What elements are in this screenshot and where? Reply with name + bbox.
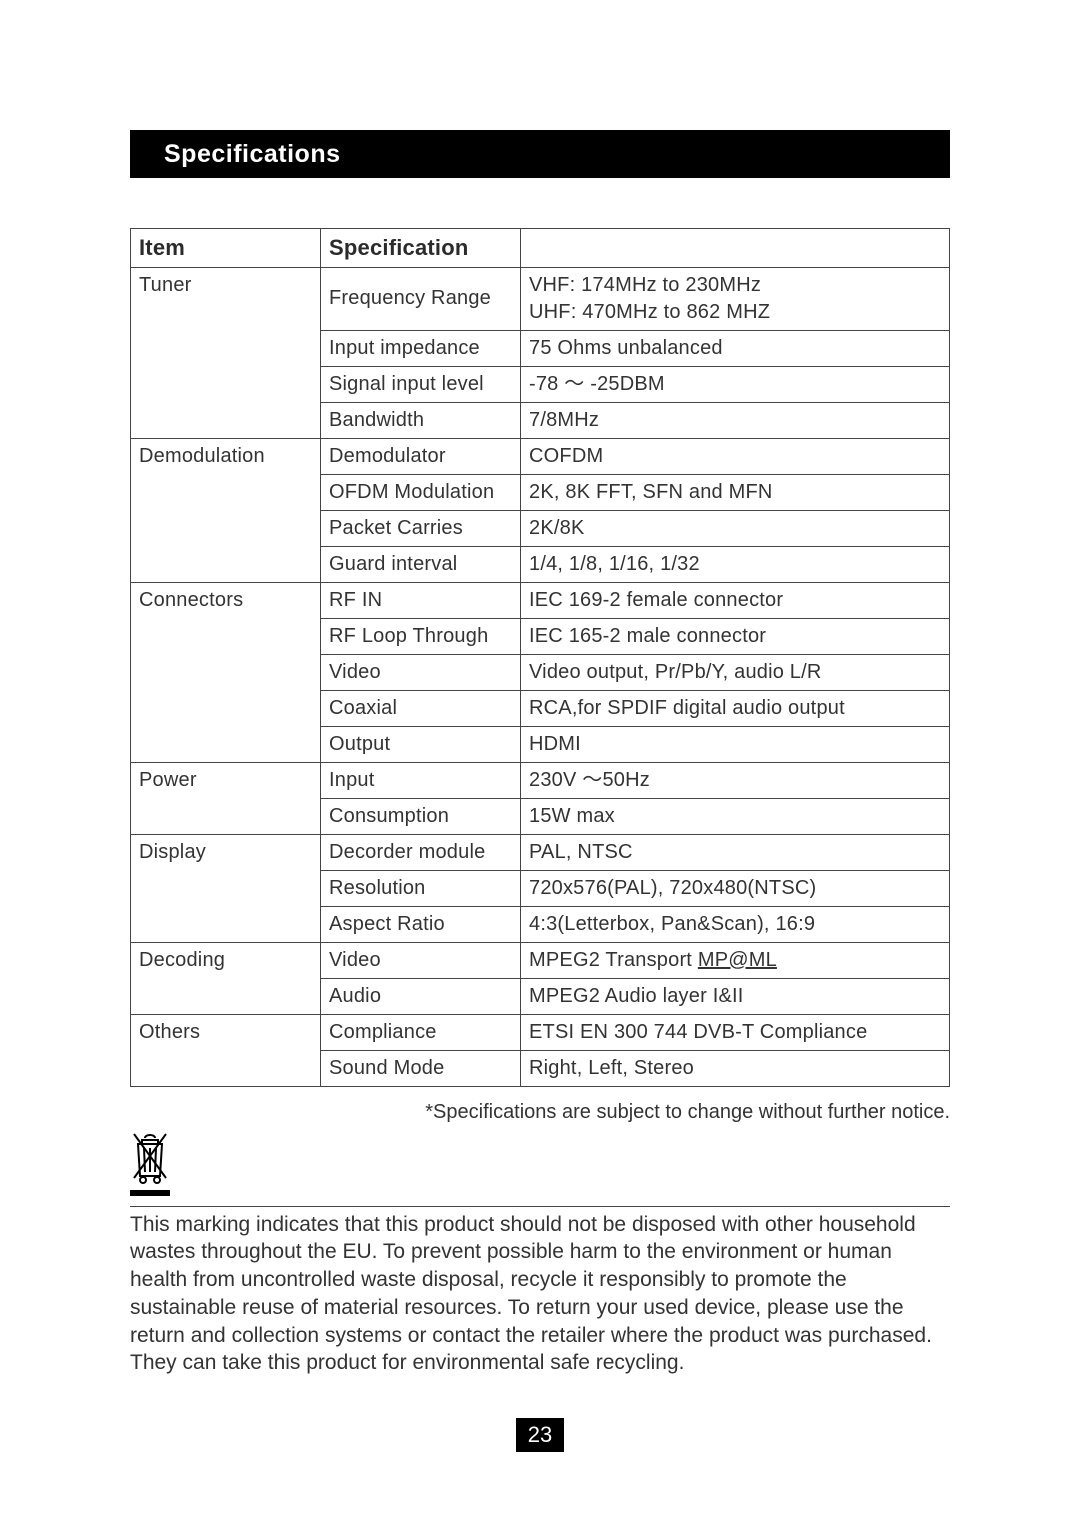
table-row: DisplayDecorder modulePAL, NTSC [131, 834, 950, 870]
cell-value: IEC 169-2 female connector [521, 582, 950, 618]
cell-value: PAL, NTSC [521, 834, 950, 870]
table-row: OthersComplianceETSI EN 300 744 DVB-T Co… [131, 1014, 950, 1050]
table-row: ConnectorsRF INIEC 169-2 female connecto… [131, 582, 950, 618]
section-title: Specifications [164, 140, 341, 169]
cell-spec: Demodulator [321, 438, 521, 474]
cell-item: Display [131, 834, 321, 942]
cell-spec: RF IN [321, 582, 521, 618]
table-header-row: Item Specification [131, 229, 950, 268]
weee-underline [130, 1190, 170, 1196]
cell-spec: Video [321, 942, 521, 978]
cell-value: 720x576(PAL), 720x480(NTSC) [521, 870, 950, 906]
weee-block: This marking indicates that this product… [130, 1130, 950, 1377]
cell-value: 4:3(Letterbox, Pan&Scan), 16:9 [521, 906, 950, 942]
cell-spec: Output [321, 726, 521, 762]
cell-value: ETSI EN 300 744 DVB-T Compliance [521, 1014, 950, 1050]
cell-value: Right, Left, Stereo [521, 1050, 950, 1086]
cell-value: 1/4, 1/8, 1/16, 1/32 [521, 546, 950, 582]
page-number-wrap: 23 [0, 1418, 1080, 1452]
cell-item: Connectors [131, 582, 321, 762]
weee-bin-icon [130, 1130, 170, 1186]
cell-spec: Aspect Ratio [321, 906, 521, 942]
cell-value: 2K/8K [521, 510, 950, 546]
cell-value: MPEG2 Transport MP@ML [521, 942, 950, 978]
page: Specifications Item Specification TunerF… [0, 0, 1080, 1532]
cell-value: 7/8MHz [521, 402, 950, 438]
col-header-spec: Specification [321, 229, 521, 268]
col-header-item: Item [131, 229, 321, 268]
cell-value: COFDM [521, 438, 950, 474]
cell-value: MPEG2 Audio layer I&II [521, 978, 950, 1014]
cell-spec: Input [321, 762, 521, 798]
cell-value: IEC 165-2 male connector [521, 618, 950, 654]
specifications-table: Item Specification TunerFrequency RangeV… [130, 228, 950, 1087]
cell-spec: Input impedance [321, 330, 521, 366]
cell-spec: Audio [321, 978, 521, 1014]
cell-value: HDMI [521, 726, 950, 762]
cell-spec: Resolution [321, 870, 521, 906]
cell-value: -78 ～ -25DBM [521, 366, 950, 402]
cell-spec: Decorder module [321, 834, 521, 870]
cell-value: Video output, Pr/Pb/Y, audio L/R [521, 654, 950, 690]
cell-spec: Signal input level [321, 366, 521, 402]
page-number: 23 [516, 1418, 564, 1452]
cell-spec: Packet Carries [321, 510, 521, 546]
col-header-blank [521, 229, 950, 268]
table-row: PowerInput230V ～50Hz [131, 762, 950, 798]
table-row: TunerFrequency RangeVHF: 174MHz to 230MH… [131, 267, 950, 330]
cell-item: Decoding [131, 942, 321, 1014]
cell-spec: Coaxial [321, 690, 521, 726]
cell-spec: Consumption [321, 798, 521, 834]
cell-spec: RF Loop Through [321, 618, 521, 654]
cell-spec: Frequency Range [321, 267, 521, 330]
cell-value: 230V ～50Hz [521, 762, 950, 798]
cell-value: RCA,for SPDIF digital audio output [521, 690, 950, 726]
cell-item: Tuner [131, 267, 321, 438]
table-row: DecodingVideoMPEG2 Transport MP@ML [131, 942, 950, 978]
weee-text: This marking indicates that this product… [130, 1206, 950, 1377]
cell-spec: OFDM Modulation [321, 474, 521, 510]
cell-item: Others [131, 1014, 321, 1086]
cell-value: 15W max [521, 798, 950, 834]
cell-value: 2K, 8K FFT, SFN and MFN [521, 474, 950, 510]
cell-item: Power [131, 762, 321, 834]
cell-spec: Sound Mode [321, 1050, 521, 1086]
table-row: DemodulationDemodulatorCOFDM [131, 438, 950, 474]
cell-spec: Guard interval [321, 546, 521, 582]
cell-spec: Bandwidth [321, 402, 521, 438]
cell-value: VHF: 174MHz to 230MHzUHF: 470MHz to 862 … [521, 267, 950, 330]
cell-item: Demodulation [131, 438, 321, 582]
cell-value: 75 Ohms unbalanced [521, 330, 950, 366]
footnote: *Specifications are subject to change wi… [130, 1101, 950, 1124]
cell-spec: Compliance [321, 1014, 521, 1050]
section-header-bar: Specifications [130, 130, 950, 178]
cell-spec: Video [321, 654, 521, 690]
